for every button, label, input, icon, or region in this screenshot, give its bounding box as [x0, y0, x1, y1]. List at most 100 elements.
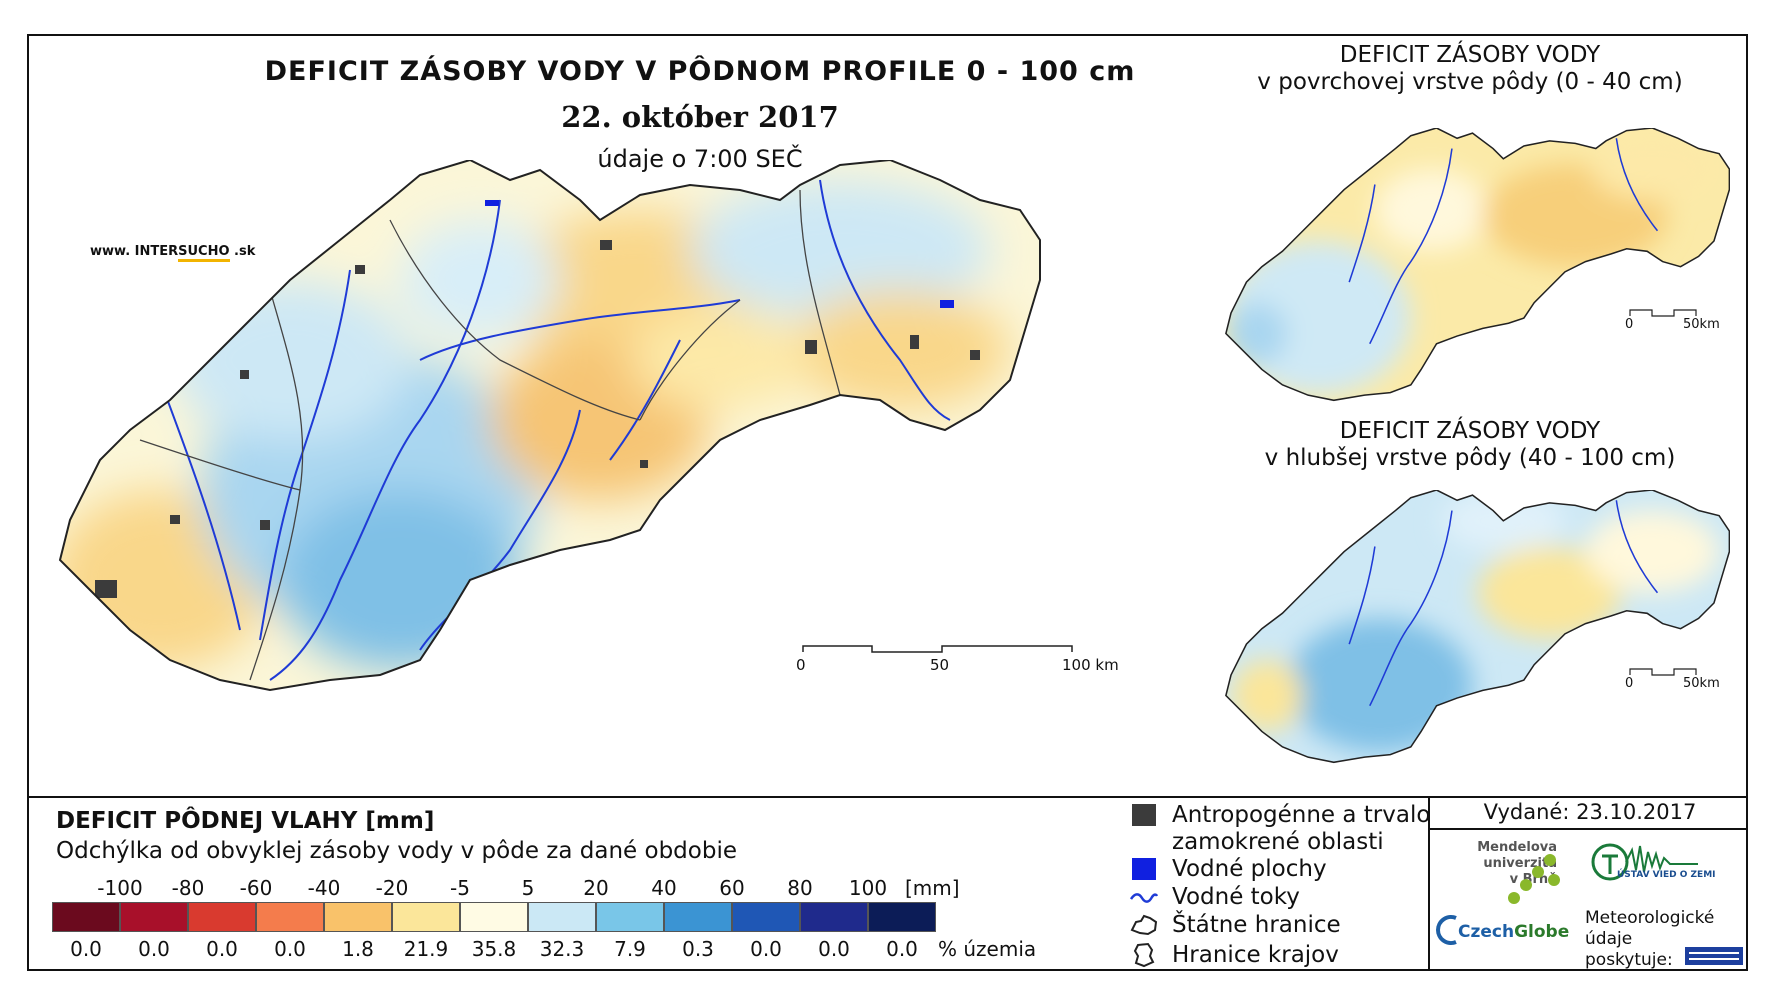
ramp-percentage: 0.0 [138, 937, 170, 961]
ramp-break-label: 80 [787, 876, 813, 900]
czechglobe-logo: CzechGlobe [1458, 922, 1569, 942]
inset-top-title-line1: DEFICIT ZÁSOBY VODY [1339, 42, 1601, 68]
legend-state-border-label: Štátne hranice [1172, 912, 1341, 938]
state-border-icon [1130, 914, 1158, 936]
legend-urban-label: Antropogénne a trvalo zamokrené oblasti [1172, 802, 1431, 855]
inset-bottom-scale-bar [1629, 668, 1697, 676]
main-scale-label-0: 0 [796, 656, 806, 674]
website-highlight: SUCHO [178, 244, 230, 262]
met-provider-text: Meteorologické údaje poskytuje: [1585, 908, 1714, 971]
ramp-percentage: 21.9 [403, 937, 449, 961]
ramp-swatch [732, 902, 800, 932]
czechglobe-b: Globe [1514, 922, 1570, 942]
dark-square-icon [1132, 804, 1156, 826]
inset-top-scale-bar [1629, 309, 1697, 317]
issued-divider [1428, 828, 1748, 830]
ramp-percentage: 7.9 [614, 937, 646, 961]
legend-title: DEFICIT PÔDNEJ VLAHY [mm] [56, 808, 435, 834]
map-date: 22. október 2017 [561, 100, 839, 134]
ramp-swatch [664, 902, 732, 932]
ramp-percentage: 0.0 [70, 937, 102, 961]
ramp-swatch [528, 902, 596, 932]
blue-square-icon [1132, 858, 1156, 880]
website-suffix: .sk [229, 244, 256, 259]
uvoz-logo-text: ÚSTAV VIED O ZEMI [1617, 870, 1716, 880]
legend-region-border: Hranice krajov [1130, 942, 1442, 969]
ramp-swatch [52, 902, 120, 932]
percent-unit: % územia [938, 937, 1037, 961]
ramp-swatch [392, 902, 460, 932]
ramp-break-label: 60 [719, 876, 745, 900]
ramp-percentage: 35.8 [471, 937, 517, 961]
main-map [58, 160, 1041, 692]
inset-top-map [1225, 128, 1730, 402]
map-frame [27, 34, 1748, 971]
legend-region-border-label: Hranice krajov [1172, 942, 1339, 968]
ramp-swatch [596, 902, 664, 932]
legend-subtitle: Odchýlka od obvyklej zásoby vody v pôde … [56, 838, 737, 864]
inset-top-title-line2: v povrchovej vrstve pôdy (0 - 40 cm) [1257, 69, 1683, 95]
legend-water-bodies: Vodné plochy [1130, 856, 1442, 883]
inset-bottom-scale-0: 0 [1625, 676, 1634, 691]
website-link[interactable]: www. INTERSUCHO .sk [90, 244, 256, 262]
mendel-line1: Mendelova [1477, 840, 1557, 855]
met-line2: údaje [1585, 929, 1633, 949]
czechglobe-a: Czech [1458, 922, 1515, 942]
ramp-break-label: -40 [307, 876, 341, 900]
ramp-break-label: 20 [583, 876, 609, 900]
main-scale-bar [802, 645, 1073, 653]
ramp-swatch [256, 902, 324, 932]
ramp-percentage: 0.0 [206, 937, 238, 961]
ramp-swatch [460, 902, 528, 932]
legend-urban: Antropogénne a trvalo zamokrené oblasti [1130, 802, 1442, 856]
ramp-swatch [324, 902, 392, 932]
legend-state-border: Štátne hranice [1130, 912, 1442, 939]
ramp-percentage: 0.0 [750, 937, 782, 961]
ramp-swatch [800, 902, 868, 932]
inset-bottom-title: DEFICIT ZÁSOBY VODY v hlubšej vrstve pôd… [1200, 418, 1740, 472]
credits-divider [1428, 796, 1430, 971]
ramp-percentage: 0.0 [818, 937, 850, 961]
legend-rivers: Vodné toky [1130, 884, 1442, 911]
map-title: DEFICIT ZÁSOBY VODY V PÔDNOM PROFILE 0 -… [264, 56, 1136, 87]
ramp-break-label: -60 [239, 876, 273, 900]
ramp-percentage: 1.8 [342, 937, 374, 961]
mendel-dots-icon [1508, 854, 1560, 904]
inset-bottom-map [1225, 490, 1730, 764]
inset-top-title: DEFICIT ZÁSOBY VODY v povrchovej vrstve … [1200, 42, 1740, 96]
issued-date: Vydané: 23.10.2017 [1483, 800, 1697, 824]
ramp-swatch [868, 902, 936, 932]
ramp-break-label: 5 [521, 876, 535, 900]
main-scale-label-50: 50 [930, 656, 950, 674]
legend-rivers-label: Vodné toky [1172, 884, 1300, 910]
ramp-percentage: 0.0 [274, 937, 306, 961]
ramp-break-label: 100 [848, 876, 888, 900]
ramp-break-label: -20 [375, 876, 409, 900]
website-prefix: www. INTER [90, 244, 179, 259]
uvoz-logo-icon [1591, 843, 1698, 881]
inset-bottom-title-line1: DEFICIT ZÁSOBY VODY [1339, 418, 1601, 444]
legend-divider [27, 796, 1748, 798]
ramp-percentage: 0.0 [886, 937, 918, 961]
czechglobe-ring-icon [1436, 915, 1457, 945]
shmu-logo-icon [1685, 947, 1743, 965]
inset-bottom-scale-50: 50km [1683, 676, 1720, 691]
main-scale-label-100: 100 km [1062, 656, 1119, 674]
ramp-swatch [188, 902, 256, 932]
met-line1: Meteorologické [1585, 908, 1715, 928]
ramp-break-label: -80 [171, 876, 205, 900]
met-line3: poskytuje: [1585, 950, 1673, 970]
region-border-icon [1133, 942, 1155, 968]
ramp-break-label: -5 [450, 876, 470, 900]
inset-top-scale-0: 0 [1625, 317, 1634, 332]
river-line-icon [1130, 893, 1158, 903]
ramp-break-label: -100 [97, 876, 143, 900]
ramp-percentage: 0.3 [682, 937, 714, 961]
ramp-percentage: 32.3 [539, 937, 585, 961]
ramp-unit: [mm] [905, 876, 960, 900]
ramp-swatch [120, 902, 188, 932]
ramp-break-label: 40 [651, 876, 677, 900]
inset-top-scale-50: 50km [1683, 317, 1720, 332]
map-time: údaje o 7:00 SEČ [597, 145, 803, 173]
legend-water-bodies-label: Vodné plochy [1172, 856, 1327, 882]
